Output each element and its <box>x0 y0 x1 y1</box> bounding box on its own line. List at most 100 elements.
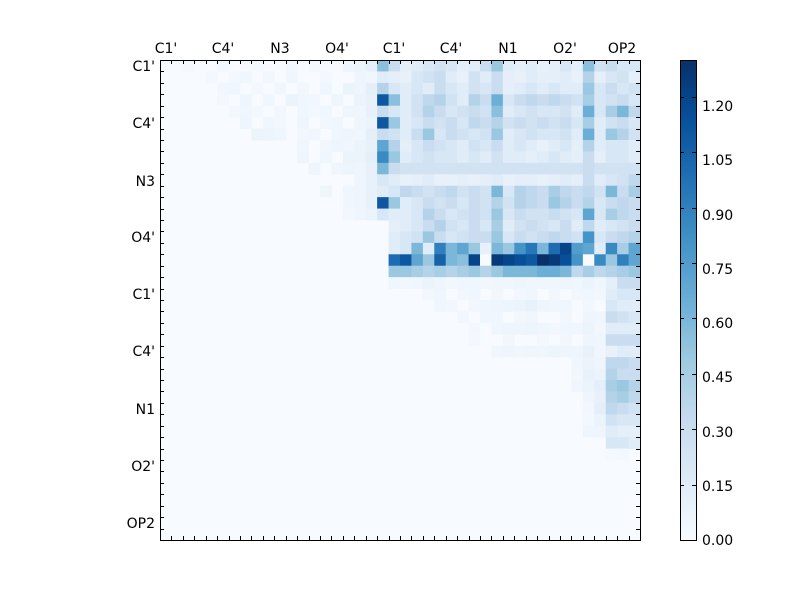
heatmap-cell <box>537 208 549 221</box>
heatmap-cell <box>605 402 618 415</box>
heatmap-cell <box>605 322 618 335</box>
heatmap-cell <box>434 208 447 221</box>
heatmap-cell <box>388 82 401 95</box>
heatmap-cell <box>491 71 504 84</box>
heatmap-cell <box>342 60 355 72</box>
heatmap-cell <box>628 357 641 369</box>
heatmap-cell <box>491 105 504 118</box>
heatmap-cell <box>457 231 469 244</box>
colorbar-tick-label: 0.90 <box>702 208 733 224</box>
heatmap-cell <box>251 128 264 141</box>
heatmap-cell <box>480 277 492 289</box>
heatmap-cell <box>582 380 595 392</box>
heatmap-cell <box>320 185 332 198</box>
y-tick-label: C4' <box>132 344 155 360</box>
heatmap-cell <box>617 128 629 141</box>
heatmap-cell <box>457 128 469 141</box>
heatmap-cell <box>582 60 595 72</box>
heatmap-cell <box>594 322 607 335</box>
colorbar-tick-label: 1.05 <box>702 153 733 169</box>
heatmap-cell <box>377 197 389 209</box>
heatmap-cell <box>434 277 447 289</box>
heatmap-cell <box>377 71 389 84</box>
heatmap-cell <box>594 414 607 427</box>
heatmap-cell <box>502 197 515 209</box>
heatmap-cell <box>228 105 241 118</box>
heatmap-cell <box>400 162 412 175</box>
heatmap-cell <box>468 105 481 118</box>
heatmap-cell <box>525 288 538 301</box>
heatmap-cell <box>571 288 584 301</box>
heatmap-cell <box>457 197 469 209</box>
heatmap-cell <box>480 71 492 84</box>
heatmap-cell <box>342 151 355 164</box>
heatmap-cell <box>582 117 595 129</box>
heatmap-cell <box>400 117 412 129</box>
heatmap-cell <box>422 185 435 198</box>
y-tick-label: N3 <box>136 174 155 190</box>
heatmap-cell <box>411 94 424 107</box>
heatmap-cell <box>537 185 549 198</box>
heatmap-cell <box>571 231 584 244</box>
heatmap-cell <box>537 117 549 129</box>
heatmap-cell <box>377 82 389 95</box>
heatmap-cell <box>228 71 241 84</box>
heatmap-cell <box>491 265 504 278</box>
heatmap-cell <box>217 94 229 107</box>
heatmap-cell <box>480 94 492 107</box>
heatmap-cell <box>537 82 549 95</box>
heatmap-cell <box>560 197 572 209</box>
y-tick-label: O2' <box>131 459 155 475</box>
heatmap-cell <box>594 265 607 278</box>
heatmap-cell <box>628 174 641 187</box>
heatmap-cell <box>605 288 618 301</box>
heatmap-cell <box>457 82 469 95</box>
heatmap-cell <box>491 117 504 129</box>
heatmap-cell <box>468 151 481 164</box>
heatmap-cell <box>411 277 424 289</box>
heatmap-cell <box>445 197 458 209</box>
heatmap-cell <box>560 174 572 187</box>
heatmap-cell <box>491 162 504 175</box>
heatmap-cell <box>628 60 641 72</box>
heatmap-cell <box>480 117 492 129</box>
heatmap-cell <box>320 105 332 118</box>
x-tick-label: C4' <box>212 41 235 57</box>
heatmap-cell <box>514 94 527 107</box>
heatmap-cell <box>605 151 618 164</box>
heatmap-cell <box>400 277 412 289</box>
heatmap-cell <box>365 105 378 118</box>
heatmap-cell <box>342 197 355 209</box>
heatmap-cell <box>411 60 424 72</box>
heatmap-cell <box>434 105 447 118</box>
heatmap-cell <box>594 128 607 141</box>
heatmap-cell <box>525 185 538 198</box>
heatmap-cell <box>594 334 607 347</box>
heatmap-cell <box>342 162 355 175</box>
heatmap-cell <box>582 105 595 118</box>
heatmap-cell <box>457 94 469 107</box>
heatmap-cell <box>457 220 469 232</box>
heatmap-cell <box>434 162 447 175</box>
heatmap-cell <box>491 254 504 267</box>
heatmap-cell <box>605 265 618 278</box>
heatmap-cell <box>480 242 492 255</box>
heatmap-cell <box>525 265 538 278</box>
heatmap-cell <box>411 208 424 221</box>
heatmap-cell <box>434 231 447 244</box>
heatmap-cell <box>434 128 447 141</box>
heatmap-cell <box>617 265 629 278</box>
heatmap-cell <box>434 117 447 129</box>
heatmap-cell <box>434 300 447 312</box>
heatmap-cell <box>525 277 538 289</box>
heatmap-cell <box>605 128 618 141</box>
heatmap-cell <box>331 162 344 175</box>
heatmap-cell <box>354 162 367 175</box>
heatmap-cell <box>628 437 641 449</box>
heatmap-cell <box>628 414 641 427</box>
heatmap-cell <box>457 105 469 118</box>
heatmap-cell <box>537 128 549 141</box>
heatmap-cell <box>548 82 561 95</box>
heatmap-cell <box>502 345 515 358</box>
